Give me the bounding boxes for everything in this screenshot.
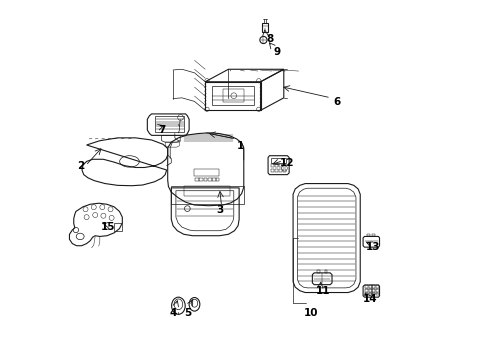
Text: 3: 3 xyxy=(215,205,223,215)
Text: 9: 9 xyxy=(272,47,280,57)
Text: 4: 4 xyxy=(169,308,176,318)
Text: 12: 12 xyxy=(280,158,294,168)
Text: 8: 8 xyxy=(265,33,273,44)
Text: 7: 7 xyxy=(158,125,166,135)
Text: 5: 5 xyxy=(183,308,191,318)
Text: 10: 10 xyxy=(303,308,317,318)
Text: 2: 2 xyxy=(77,161,84,171)
Text: 15: 15 xyxy=(101,222,115,232)
Text: 11: 11 xyxy=(315,286,330,296)
Text: 13: 13 xyxy=(365,242,380,252)
Text: 1: 1 xyxy=(237,141,244,151)
Text: 6: 6 xyxy=(333,97,340,107)
Text: 14: 14 xyxy=(362,294,377,303)
